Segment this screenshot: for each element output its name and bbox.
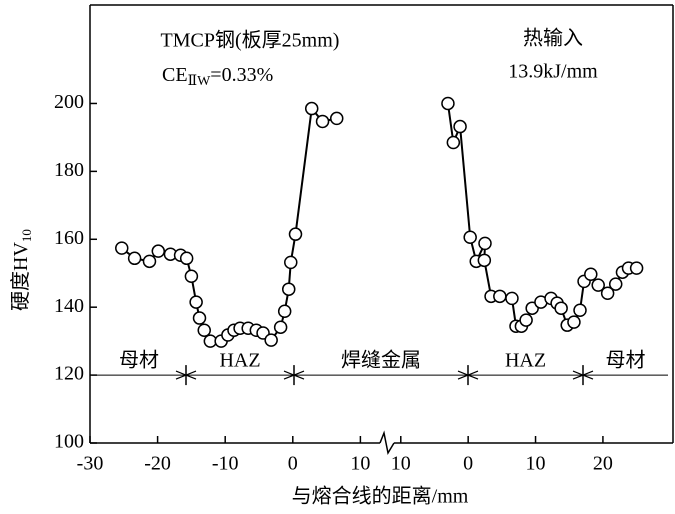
ce-sub: ⅡW	[188, 74, 212, 89]
point	[273, 320, 288, 334]
point	[184, 269, 199, 284]
zone-label-bg	[497, 349, 554, 374]
zone-label: 母材	[606, 349, 646, 372]
x-tick-label: 20	[593, 453, 613, 475]
point	[115, 241, 129, 255]
arrow	[283, 370, 305, 380]
point	[441, 96, 455, 111]
point	[519, 313, 533, 327]
zone-label-bg	[326, 349, 436, 374]
x-axis-title: 与熔合线的距离/mm	[292, 485, 469, 508]
point	[288, 227, 303, 241]
point	[127, 251, 142, 266]
annotation: 13.9kJ/mm	[508, 61, 598, 83]
y-tick-label: 180	[54, 159, 84, 181]
point	[304, 101, 319, 116]
point	[179, 251, 194, 266]
point	[151, 244, 166, 258]
point	[477, 253, 492, 268]
point	[567, 315, 581, 329]
point	[600, 286, 615, 301]
y-tick-label: 160	[54, 227, 84, 249]
annotation: CEⅡW=0.33%	[162, 64, 273, 90]
point	[463, 230, 477, 244]
x-tick-label: 10	[526, 453, 546, 475]
point	[554, 301, 568, 315]
x-tick-label: -30	[77, 453, 104, 475]
point	[629, 261, 644, 275]
ce-val: =0.33%	[210, 64, 273, 86]
point	[284, 255, 298, 270]
ce: CE	[162, 64, 188, 86]
x-tick-label: 10	[391, 453, 411, 475]
point	[453, 119, 467, 134]
y-label: 硬度HV	[9, 242, 32, 311]
zone-label: 母材	[119, 349, 159, 372]
zone-label: 焊缝金属	[341, 349, 421, 372]
y-tick-label: 120	[54, 363, 84, 385]
x-tick-label: -20	[144, 453, 171, 475]
point	[573, 303, 587, 317]
zone-label: HAZ	[219, 350, 260, 372]
y-tick-label: 200	[54, 91, 84, 113]
x-tick-label: 0	[288, 453, 298, 475]
point	[493, 289, 507, 304]
y-label-sub: 10	[19, 229, 34, 242]
point	[584, 267, 598, 282]
annotation: TMCP钢(板厚25mm)	[161, 29, 340, 52]
point	[142, 254, 157, 269]
zone-label-bg	[597, 349, 654, 374]
zone-label: HAZ	[505, 350, 546, 372]
series-line	[121, 106, 337, 343]
point	[315, 114, 330, 129]
zone-label-bg	[111, 349, 167, 374]
zone-label-bg	[212, 349, 268, 374]
y-axis-title: 硬度HV10	[9, 229, 34, 311]
point	[277, 304, 292, 319]
point	[505, 291, 519, 306]
point	[446, 135, 461, 150]
point	[281, 282, 296, 296]
point	[478, 236, 492, 251]
arrow	[175, 370, 197, 380]
x-tick-label: 10	[350, 453, 370, 475]
point	[264, 333, 278, 347]
y-tick-label: 100	[54, 431, 84, 453]
point	[189, 295, 203, 309]
arrow	[457, 370, 479, 380]
axis-break	[379, 430, 395, 456]
annotation: 热输入	[523, 27, 583, 50]
point	[608, 277, 623, 291]
y-tick-label: 140	[54, 295, 84, 317]
point	[591, 278, 605, 292]
point	[192, 311, 207, 325]
point	[329, 111, 344, 126]
point	[197, 323, 211, 338]
arrow	[572, 370, 594, 380]
x-tick-label: -10	[212, 453, 239, 475]
x-tick-label: 0	[463, 453, 473, 475]
